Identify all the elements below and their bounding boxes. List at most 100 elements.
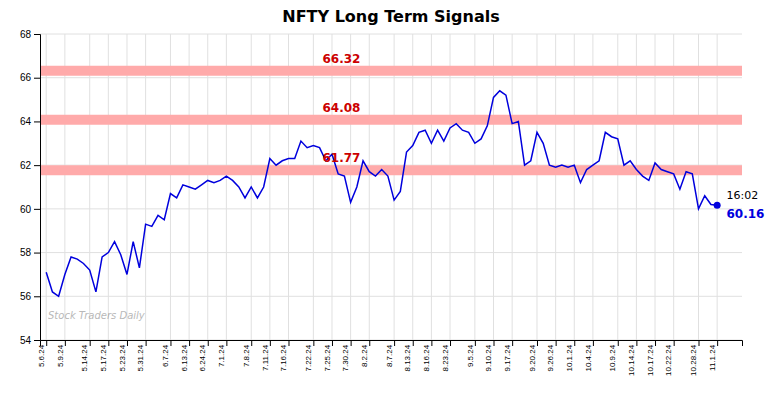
x-tick: 8.23.24 <box>441 340 451 372</box>
x-tick-mark <box>146 340 147 346</box>
y-tick-label: 60 <box>20 204 32 215</box>
grid-line <box>331 34 332 340</box>
title: NFTY Long Term Signals <box>282 7 499 26</box>
x-tick-label: 8.2.24 <box>360 344 369 367</box>
x-tick-label: 10.17.24 <box>646 344 655 376</box>
x-tick-label: 10.4.24 <box>584 344 593 371</box>
grid-line <box>207 34 208 340</box>
end-time-label: 16:02 <box>726 189 758 202</box>
x-tick: 9.26.24 <box>546 340 556 372</box>
x-tick: 7.8.24 <box>242 340 252 367</box>
x-tick: 10.9.24 <box>608 340 618 372</box>
y-tick-mark <box>34 165 40 166</box>
x-tick-mark <box>127 340 128 346</box>
grid-line <box>512 34 513 340</box>
x-tick-label: 8.13.24 <box>403 344 412 371</box>
x-tick-label: 9.17.24 <box>503 344 512 371</box>
x-tick-mark <box>251 340 252 346</box>
grid-line <box>313 34 314 340</box>
x-tick-label: 7.16.24 <box>279 344 288 371</box>
y-tick: 54 <box>20 335 40 346</box>
grid-line <box>170 34 171 340</box>
x-tick: 8.16.24 <box>422 340 432 372</box>
grid-line <box>350 34 351 340</box>
price-line <box>46 91 717 296</box>
y-tick-mark <box>34 121 40 122</box>
x-tick-mark <box>288 340 289 346</box>
x-tick-label: 7.22.24 <box>304 344 313 371</box>
x-tick: 5.17.24 <box>99 340 109 372</box>
grid-line <box>617 34 618 340</box>
grid-line <box>64 34 65 340</box>
x-tick-mark <box>46 340 47 346</box>
level-label: 64.08 <box>322 101 360 115</box>
y-tick: 62 <box>20 160 40 171</box>
x-tick-label: 5.17.24 <box>99 344 108 371</box>
x-tick-label: 7.8.24 <box>242 344 251 367</box>
x-tick: 5.6.24 <box>37 340 47 367</box>
x-tick: 10.1.24 <box>565 340 575 372</box>
x-tick-label: 10.9.24 <box>608 344 617 371</box>
x-tick-label: 6.13.24 <box>180 344 189 371</box>
x-tick-label: 5.14.24 <box>80 344 89 371</box>
x-tick-mark <box>574 340 575 346</box>
chart: 54 56 58 60 62 64 66 68 5.6.24 5.9.24 5.14.24 5.17.… <box>0 0 784 398</box>
y-tick: 66 <box>20 72 40 83</box>
grid <box>40 34 742 340</box>
x-tick: 6.13.24 <box>180 340 190 372</box>
grid-line <box>431 34 432 340</box>
level-label: 66.32 <box>322 52 360 66</box>
x-tick-label: 9.5.24 <box>466 344 475 367</box>
y-tick: 58 <box>20 247 40 258</box>
x-tick-mark <box>351 340 352 346</box>
x-tick-label: 7.11.24 <box>261 344 270 371</box>
grid-line <box>474 34 475 340</box>
x-tick-mark <box>556 340 557 346</box>
x-tick-mark <box>537 340 538 346</box>
x-tick-label: 7.1.24 <box>217 344 226 367</box>
x-tick: 7.1.24 <box>217 340 227 367</box>
x-tick: 10.17.24 <box>646 340 656 376</box>
grid-line <box>46 34 47 340</box>
level-label: 61.77 <box>322 151 360 165</box>
y-tick: 64 <box>20 116 40 127</box>
x-tick-mark <box>593 340 594 346</box>
x-tick-label: 5.23.24 <box>118 344 127 371</box>
x-tick: 11.1.24 <box>708 340 718 371</box>
watermark: Stock Traders Daily <box>48 310 146 321</box>
x-tick-mark <box>226 340 227 346</box>
grid-line <box>493 34 494 340</box>
y-tick-mark <box>34 209 40 210</box>
x-tick: 6.24.24 <box>198 340 208 372</box>
x-tick-mark <box>636 340 637 346</box>
x-tick-mark <box>413 340 414 346</box>
x-tick: 10.4.24 <box>584 340 594 372</box>
grid-line <box>574 34 575 340</box>
y-tick-mark <box>34 78 40 79</box>
x-tick-mark <box>270 340 271 346</box>
x-tick: 9.17.24 <box>503 340 513 372</box>
y-tick: 56 <box>20 291 40 302</box>
x-tick-label: 10.28.24 <box>689 344 698 376</box>
y-tick: 68 <box>20 29 40 40</box>
y-tick-label: 58 <box>20 247 32 258</box>
y-tick-mark <box>34 253 40 254</box>
x-tick-label: 5.9.24 <box>56 344 65 367</box>
x-tick-mark <box>450 340 451 346</box>
x-tick-mark <box>208 340 209 346</box>
grid-line <box>288 34 289 340</box>
x-tick-mark <box>65 340 66 346</box>
x-tick-label: 9.26.24 <box>546 344 555 371</box>
x-tick-mark <box>90 340 91 346</box>
texts: 66.3264.0861.7716:0260.16Stock Traders D… <box>48 52 764 321</box>
grid-line <box>655 34 656 340</box>
x-tick: 8.7.24 <box>385 340 395 367</box>
x-tick-mark <box>655 340 656 346</box>
x-tick-label: 7.25.24 <box>323 344 332 371</box>
x-tick-label: 6.7.24 <box>161 344 170 367</box>
x-tick-mark <box>394 340 395 346</box>
grid-line <box>592 34 593 340</box>
grid-line <box>226 34 227 340</box>
grid-line <box>108 34 109 340</box>
x-tick-mark <box>313 340 314 346</box>
